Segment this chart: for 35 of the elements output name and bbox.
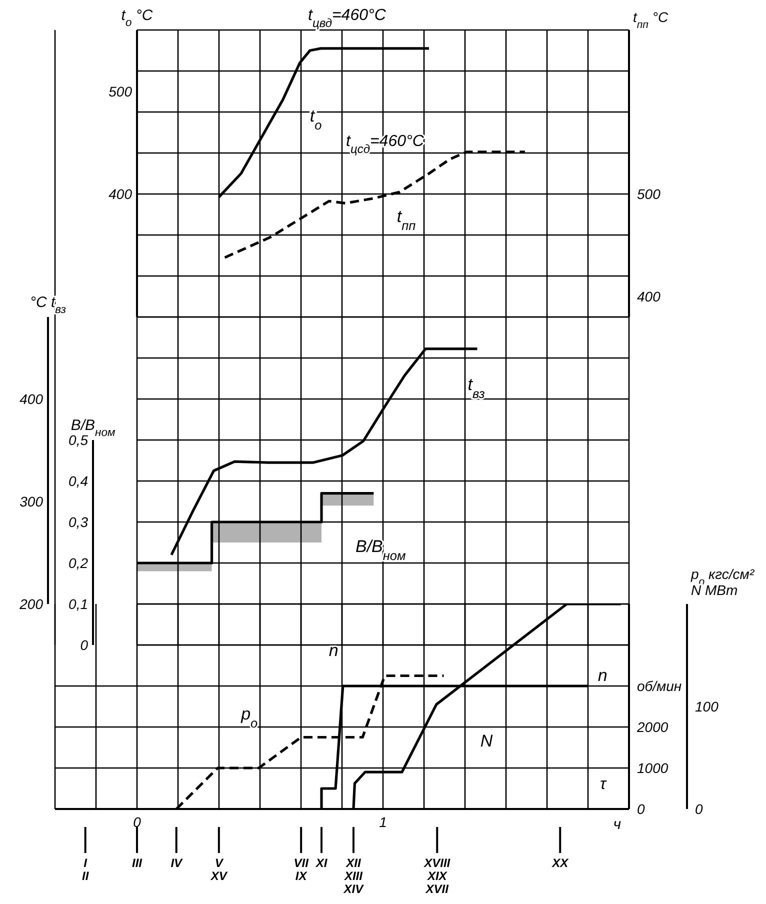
annotation: τ (600, 776, 607, 793)
annotation: t$_{цвд}$=460°C (308, 7, 386, 30)
text: N (480, 731, 494, 750)
y-tick-label: 2000 (636, 718, 668, 735)
y-tick-label: 0 (637, 800, 645, 817)
y-axis-title: t$_{o}$ °C (121, 7, 153, 29)
ref-line-label: XVIII XIX XVII (423, 856, 451, 896)
ref-line-label: XX (551, 856, 570, 870)
y-tick-label: 200 (18, 596, 44, 612)
ref-line-label: VII IX (294, 856, 310, 883)
text: n (328, 641, 338, 660)
y-tick-label: 300 (20, 494, 44, 510)
ref-line-label: XI (314, 856, 328, 870)
y-tick-label: 1000 (637, 760, 668, 776)
ref-line-label: XII XIII XIV (342, 856, 364, 896)
ref-line-label: IV (170, 856, 184, 870)
series-label: t$_{пп}$ (396, 207, 416, 233)
y-tick-label: об/мин (637, 678, 682, 694)
y2-tick-label: 0,2 (68, 555, 88, 571)
ref-line-label: I II (82, 856, 90, 883)
y2-tick-label: 100 (695, 698, 719, 714)
y2-tick-label: 0 (80, 637, 88, 653)
x-tick-label: 1 (379, 814, 387, 830)
x-axis-title: ч (613, 816, 622, 833)
y2-tick-label: 0,3 (68, 514, 88, 530)
y2-axis-title: t$_{пп}$ °C (633, 9, 669, 31)
y2-tick-label: 0,4 (68, 473, 88, 489)
ref-line-label: V XV (210, 856, 228, 883)
series-label: t$_{o}$ (310, 106, 322, 132)
series-label: t$_{вз}$ (468, 375, 485, 401)
ref-line-label: III (132, 856, 143, 870)
y2-tick-label: 0,1 (68, 596, 88, 612)
y-tick-label: 400 (20, 391, 44, 407)
series-label: n (598, 666, 608, 685)
y2-tick-label: 0 (695, 800, 703, 817)
